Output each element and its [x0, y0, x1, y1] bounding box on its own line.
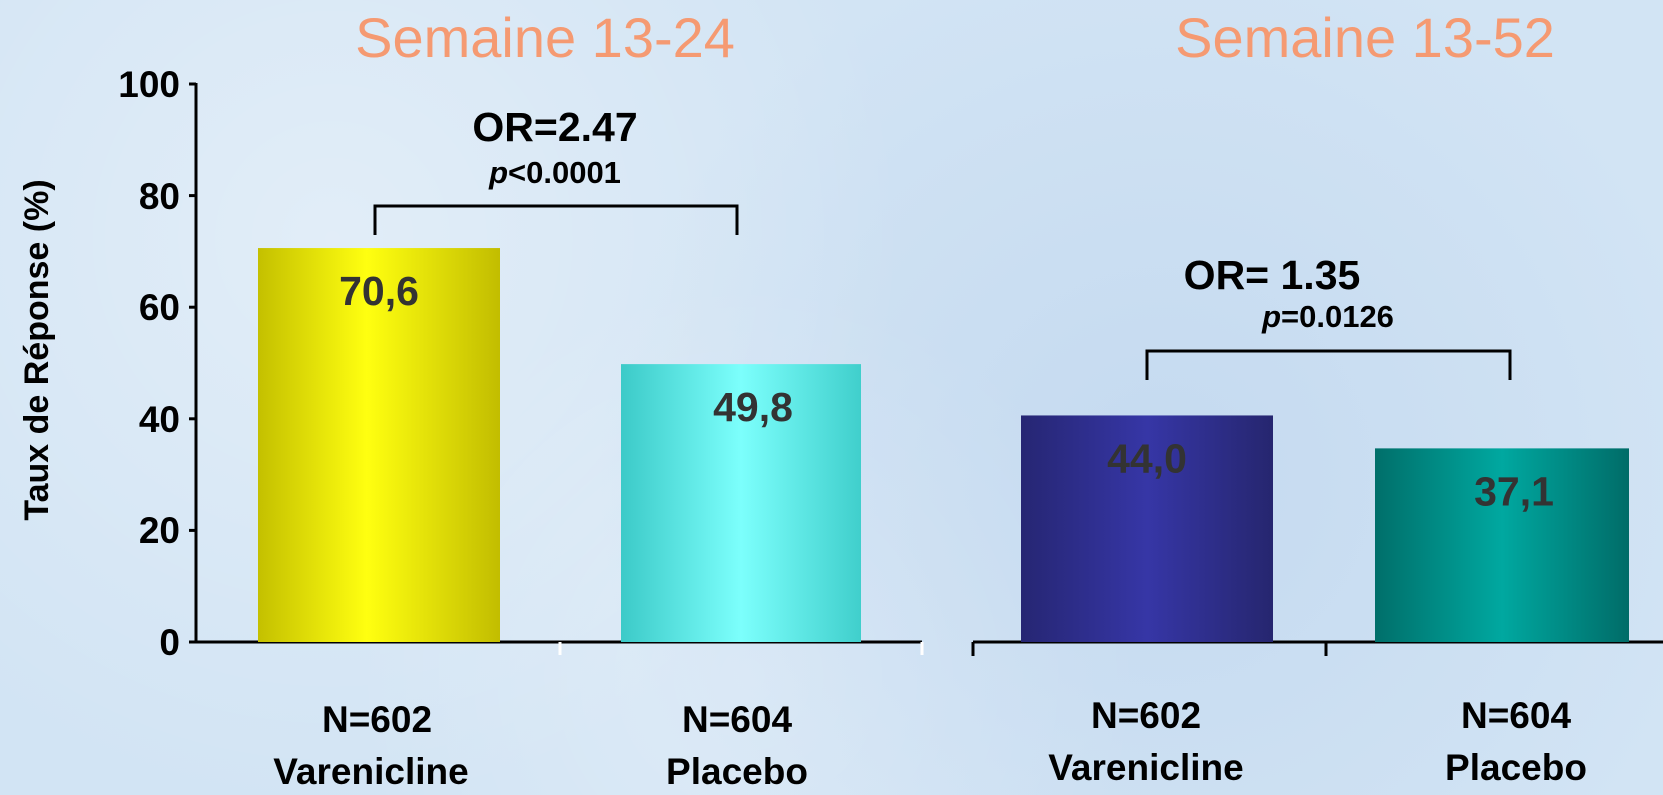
y-tick-label-60: 60	[139, 287, 180, 328]
p-value-1: p<0.0001	[488, 155, 621, 190]
bar-placebo-13-52	[1375, 448, 1629, 642]
p-value-2: p=0.0126	[1261, 299, 1394, 334]
p-value-text: =0.0126	[1281, 299, 1394, 334]
panel-2-title: Semaine 13-52	[1175, 6, 1555, 69]
category-name-label: Placebo	[666, 751, 808, 792]
p-symbol: p	[488, 155, 508, 190]
bar-value-label: 49,8	[713, 384, 793, 430]
y-tick-label-80: 80	[139, 176, 180, 217]
y-tick-label-100: 100	[118, 64, 180, 105]
panel-1-title: Semaine 13-24	[355, 6, 735, 69]
bar-placebo-13-24	[621, 364, 861, 642]
category-name-label: Varenicline	[273, 751, 468, 792]
category-n-label: N=604	[682, 699, 792, 740]
category-n-label: N=602	[322, 699, 432, 740]
significance-bracket-2	[1145, 349, 1512, 380]
y-tick-label-40: 40	[139, 399, 180, 440]
p-value-text: <0.0001	[508, 155, 621, 190]
odds-ratio-1: OR=2.47	[472, 104, 637, 150]
p-symbol: p	[1261, 299, 1281, 334]
bar-value-label: 37,1	[1474, 468, 1554, 514]
y-tick-label-0: 0	[159, 622, 180, 663]
category-name-label: Varenicline	[1048, 747, 1243, 788]
y-axis-label: Taux de Réponse (%)	[18, 179, 56, 520]
category-n-label: N=602	[1091, 695, 1201, 736]
y-tick-label-20: 20	[139, 510, 180, 551]
bar-value-label: 44,0	[1107, 435, 1187, 481]
category-name-label: Placebo	[1445, 747, 1587, 788]
odds-ratio-2: OR= 1.35	[1184, 252, 1361, 298]
significance-bracket-1	[373, 204, 739, 235]
bar-value-label: 70,6	[339, 268, 419, 314]
bar-varenicline-13-24	[258, 248, 500, 642]
bar-varenicline-13-52	[1021, 415, 1273, 642]
category-n-label: N=604	[1461, 695, 1571, 736]
